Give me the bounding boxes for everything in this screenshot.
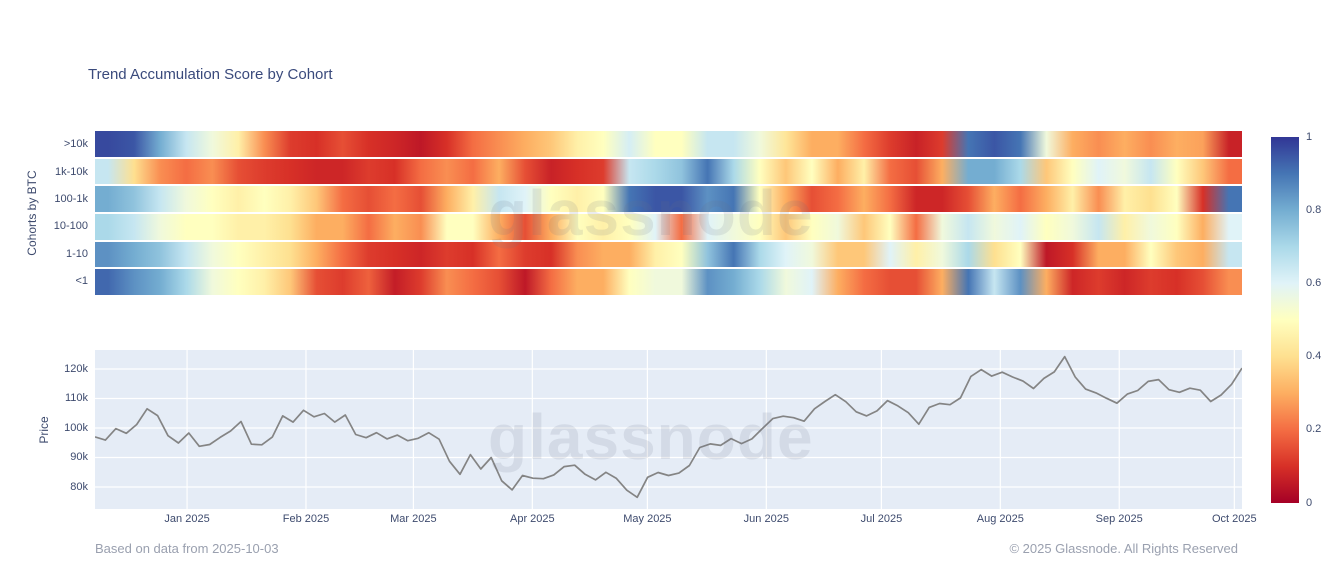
colorbar-tick: 0 (1306, 496, 1313, 509)
heatmap-row-1k-10k[interactable] (95, 158, 1242, 185)
heatmap-y-tick: <1 (75, 274, 88, 287)
colorbar-tick: 0.2 (1306, 423, 1322, 436)
x-tick: Apr 2025 (509, 513, 555, 525)
price-y-tick: 80k (70, 480, 88, 493)
heatmap-y-tick: 1-10 (65, 247, 88, 260)
x-tick: Aug 2025 (976, 513, 1024, 525)
x-tick: Jan 2025 (164, 513, 210, 525)
colorbar-tick: 1 (1306, 130, 1313, 143)
heatmap-y-tick: 100-1k (54, 192, 88, 205)
price-y-tick: 100k (64, 421, 88, 434)
x-tick: Jun 2025 (743, 513, 789, 525)
price-y-tick: 120k (64, 362, 88, 375)
price-y-tick: 90k (70, 451, 88, 463)
colorbar-tick: 0.4 (1306, 350, 1322, 363)
x-tick: May 2025 (623, 513, 672, 525)
x-tick: Jul 2025 (860, 513, 903, 525)
price-plot-background (95, 350, 1242, 509)
price-plot[interactable] (94, 350, 1243, 509)
colorbar-tick: 0.8 (1306, 203, 1322, 216)
x-tick: Sep 2025 (1095, 513, 1143, 525)
heatmap-y-tick: 10-100 (53, 220, 88, 233)
price-line (94, 355, 1243, 499)
price-y-tick: 110k (64, 392, 88, 404)
colorbar-tick: 0.6 (1306, 276, 1322, 289)
heatmap-row->10k[interactable] (95, 131, 1242, 157)
heatmap-row-10-100[interactable] (95, 214, 1242, 240)
x-tick: Mar 2025 (390, 513, 437, 525)
heatmap-row-<1[interactable] (95, 269, 1242, 295)
chart-title: Trend Accumulation Score by Cohort (88, 66, 333, 83)
x-tick: Feb 2025 (282, 513, 330, 525)
heatmap-row-100-1k[interactable] (95, 186, 1242, 212)
footer-data-note: Based on data from 2025-10-03 (95, 541, 279, 556)
colorbar (1271, 137, 1299, 503)
price-chart-svg[interactable] (94, 350, 1243, 509)
x-tick: Oct 2025 (1211, 513, 1257, 525)
heatmap-y-tick: >10k (63, 138, 88, 151)
footer-copyright: © 2025 Glassnode. All Rights Reserved (1009, 541, 1238, 556)
heatmap-y-tick: 1k-10k (54, 165, 88, 178)
heatmap-row-1-10[interactable] (95, 241, 1242, 268)
heatmap-plot[interactable] (95, 131, 1242, 295)
